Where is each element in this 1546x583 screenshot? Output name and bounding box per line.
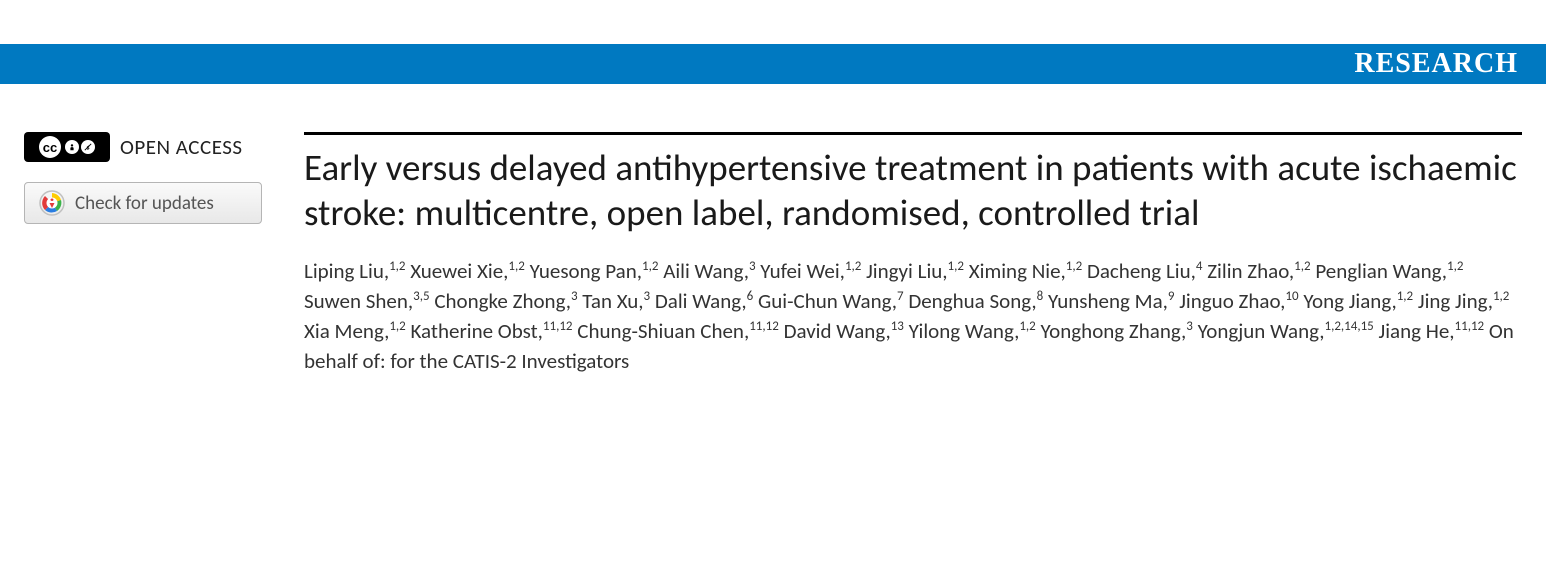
affiliation-ref: 11,12 — [1455, 319, 1485, 334]
affiliation-ref: 1,2 — [1066, 259, 1082, 274]
affiliation-ref: 8 — [1037, 289, 1044, 304]
author-list: Liping Liu,1,2 Xuewei Xie,1,2 Yuesong Pa… — [304, 257, 1522, 376]
cc-subicons: $ — [65, 140, 95, 154]
affiliation-ref: 1,2 — [389, 259, 405, 274]
affiliation-ref: 1,2 — [1294, 259, 1310, 274]
affiliation-ref: 1,2 — [948, 259, 964, 274]
content-row: cc $ OPEN ACCESS — [0, 84, 1546, 397]
open-access-label: OPEN ACCESS — [120, 134, 243, 160]
affiliation-ref: 1,2 — [1447, 259, 1463, 274]
article-header: Early versus delayed antihypertensive tr… — [304, 132, 1522, 377]
left-column: cc $ OPEN ACCESS — [24, 132, 286, 377]
affiliation-ref: 9 — [1168, 289, 1175, 304]
nc-icon: $ — [81, 140, 95, 154]
affiliation-ref: 7 — [897, 289, 904, 304]
affiliation-ref: 3 — [644, 289, 651, 304]
affiliation-ref: 13 — [891, 319, 904, 334]
affiliation-ref: 1,2,14,15 — [1325, 319, 1374, 334]
affiliation-ref: 1,2 — [1019, 319, 1035, 334]
by-icon — [65, 140, 79, 154]
affiliation-ref: 1,2 — [845, 259, 861, 274]
cc-icon: cc — [39, 136, 61, 158]
affiliation-ref: 1,2 — [642, 259, 658, 274]
affiliation-ref: 1,2 — [508, 259, 524, 274]
cc-license-badge: cc $ — [24, 132, 110, 162]
affiliation-ref: 11,12 — [749, 319, 779, 334]
check-updates-label: Check for updates — [75, 192, 214, 215]
affiliation-ref: 4 — [1196, 259, 1203, 274]
crossmark-icon — [39, 190, 65, 216]
check-updates-button[interactable]: Check for updates — [24, 182, 262, 224]
affiliation-ref: 1,2 — [389, 319, 405, 334]
article-title: Early versus delayed antihypertensive tr… — [304, 145, 1522, 235]
affiliation-ref: 11,12 — [543, 319, 573, 334]
affiliation-ref: 6 — [747, 289, 754, 304]
affiliation-ref: 3 — [749, 259, 756, 274]
section-banner: RESEARCH — [0, 44, 1546, 84]
affiliation-ref: 10 — [1285, 289, 1298, 304]
affiliation-ref: 1,2 — [1493, 289, 1509, 304]
open-access-row: cc $ OPEN ACCESS — [24, 132, 286, 162]
affiliation-ref: 3 — [571, 289, 578, 304]
affiliation-ref: 1,2 — [1397, 289, 1413, 304]
section-label: RESEARCH — [1354, 48, 1518, 80]
affiliation-ref: 3,5 — [413, 289, 429, 304]
affiliation-ref: 3 — [1186, 319, 1193, 334]
